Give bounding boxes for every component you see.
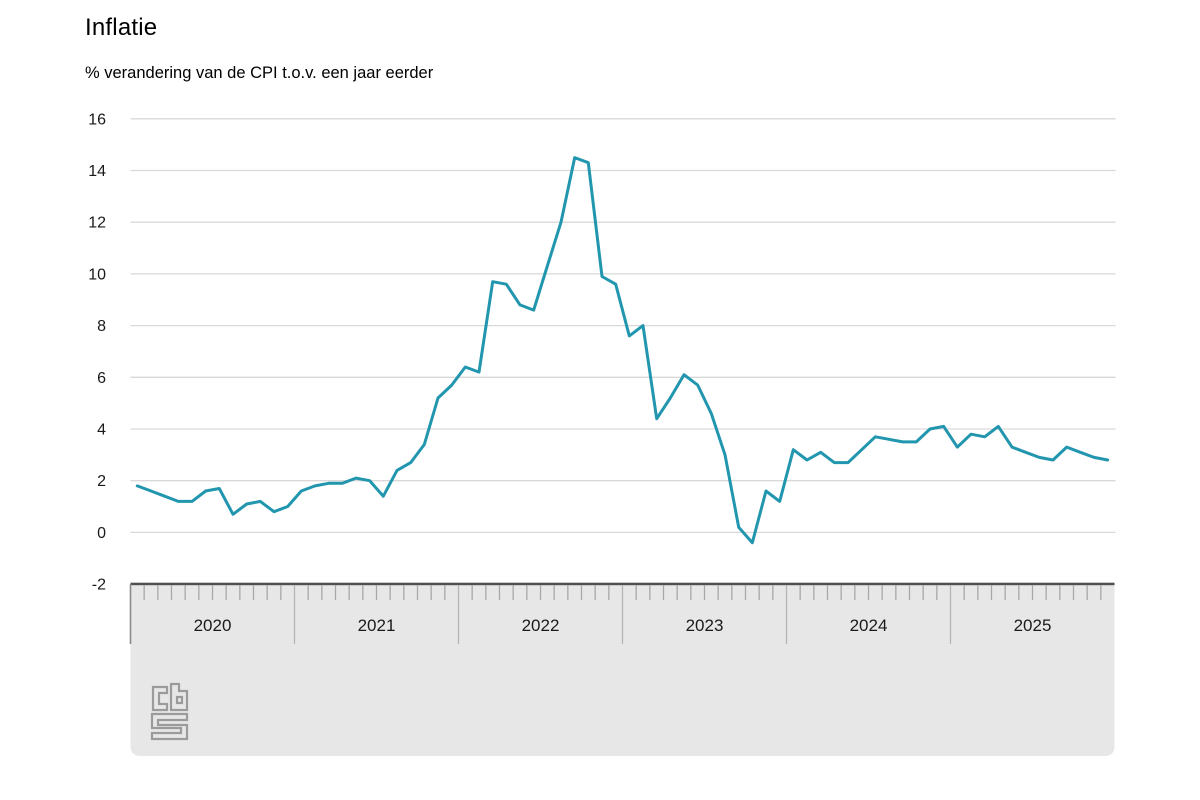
y-tick-label: 2 (97, 473, 106, 490)
year-label: 2022 (522, 616, 560, 635)
x-axis-band: 2020 2021 2022 2023 2024 2025 (129, 582, 1115, 756)
inflation-line (135, 156, 1110, 545)
year-label: 2024 (850, 616, 888, 635)
year-label: 2021 (358, 616, 396, 635)
y-tick-label: 6 (97, 370, 106, 387)
cbs-logo-s-glyph (150, 712, 189, 741)
y-tick-label: 4 (97, 422, 106, 439)
y-tick-label: 14 (88, 163, 106, 180)
y-gridlines (130, 118, 1116, 534)
year-label: 2023 (686, 616, 724, 635)
chart-subtitle: % verandering van de CPI t.o.v. een jaar… (85, 64, 434, 82)
cbs-logo (150, 682, 189, 741)
y-axis-labels: 16 14 12 10 8 6 4 2 0 -2 (88, 111, 106, 593)
year-label: 2020 (194, 616, 232, 635)
inflation-line-path (135, 156, 1110, 545)
cbs-logo-b-inner-square (175, 695, 184, 705)
axis-band-background (130, 584, 1115, 756)
y-tick-label: 8 (97, 318, 106, 335)
y-tick-label: 10 (88, 266, 106, 283)
axis-top-border (130, 582, 1115, 586)
year-label: 2025 (1014, 616, 1052, 635)
cbs-logo-b-glyph (169, 682, 189, 712)
chart-title: Inflatie (85, 14, 158, 41)
y-tick-label: 16 (88, 111, 106, 128)
y-tick-label: 12 (88, 215, 106, 232)
cbs-logo-c-glyph (151, 685, 169, 712)
y-tick-label: 0 (97, 525, 106, 542)
y-tick-label: -2 (92, 577, 106, 594)
